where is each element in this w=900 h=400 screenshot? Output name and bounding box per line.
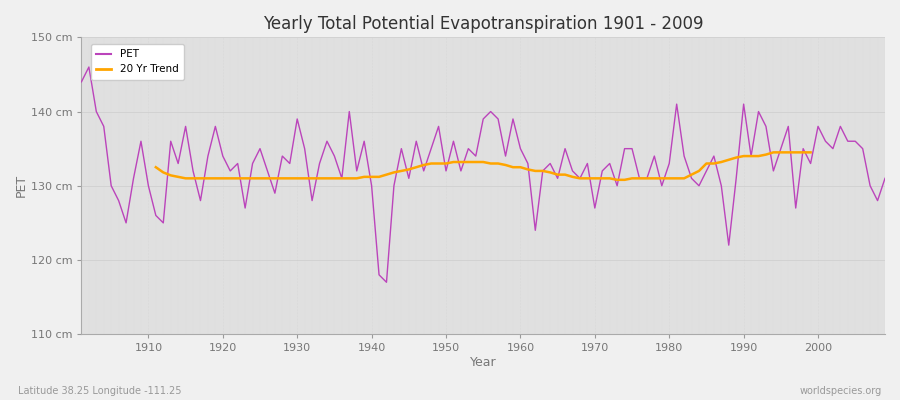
Text: Latitude 38.25 Longitude -111.25: Latitude 38.25 Longitude -111.25: [18, 386, 182, 396]
Y-axis label: PET: PET: [15, 174, 28, 197]
Legend: PET, 20 Yr Trend: PET, 20 Yr Trend: [91, 44, 184, 80]
X-axis label: Year: Year: [470, 356, 497, 369]
Text: worldspecies.org: worldspecies.org: [800, 386, 882, 396]
Title: Yearly Total Potential Evapotranspiration 1901 - 2009: Yearly Total Potential Evapotranspiratio…: [263, 15, 704, 33]
